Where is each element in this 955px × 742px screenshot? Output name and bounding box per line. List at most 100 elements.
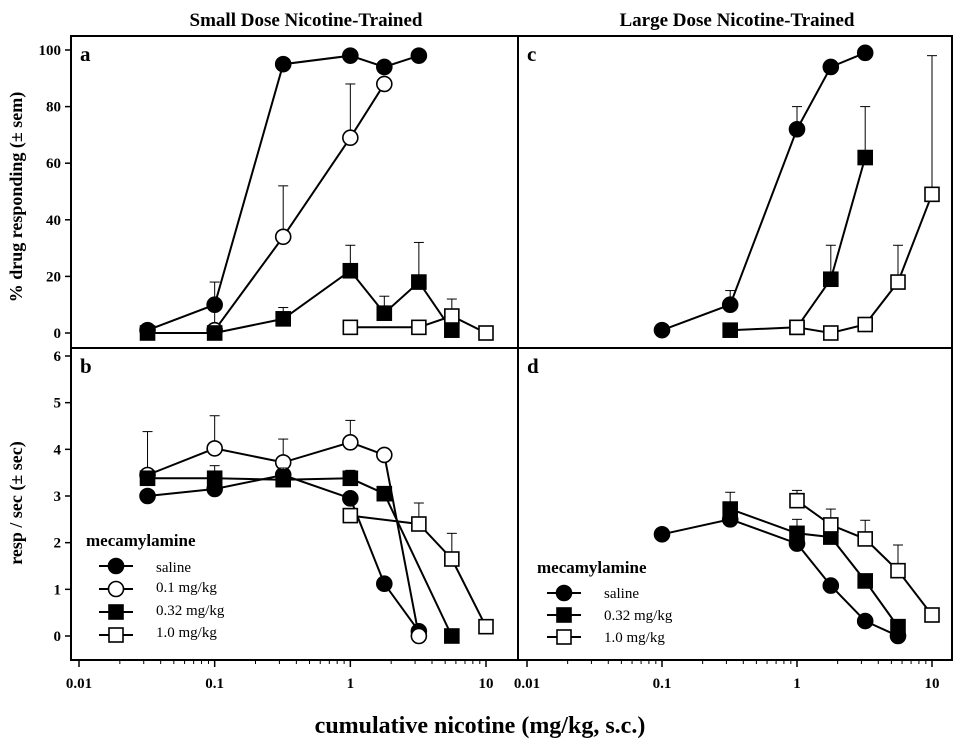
legend-left-marker-2: [108, 604, 124, 620]
x-tick-label-d-0: 0.01: [514, 676, 540, 692]
series-c-0-point: [788, 120, 806, 138]
series-b-0-point: [139, 487, 156, 505]
series-a-2: [139, 241, 460, 341]
series-c-2-line: [796, 193, 933, 335]
series-b-2-point: [206, 470, 223, 487]
y-tick-label-b-6: 6: [54, 349, 62, 365]
panel-a: a 0 20 40 60 80 100: [39, 35, 519, 349]
panel-d-frame: [517, 347, 953, 661]
series-a-1: [206, 75, 393, 339]
x-tick-label-b-2: 1: [347, 676, 355, 692]
series-a-0-point: [410, 47, 428, 64]
series-b-3-line: [350, 514, 487, 628]
panel-b-letter: b: [80, 354, 92, 378]
series-d-2-point: [857, 531, 873, 547]
series-a-2-point: [275, 311, 291, 327]
series-b-2-point: [342, 470, 359, 487]
x-axis-label: cumulative nicotine (mg/kg, s.c.): [315, 713, 646, 739]
series-c-2-point: [823, 325, 839, 341]
series-a-2-point: [444, 322, 460, 338]
series-c-1-point: [857, 149, 873, 166]
series-d-1-point: [890, 618, 906, 635]
legend-left-item-saline: saline: [156, 560, 191, 576]
legend-left-item-1-0: 1.0 mg/kg: [156, 625, 217, 641]
series-a-2-line: [147, 269, 453, 334]
series-a-2-point: [139, 325, 156, 341]
series-c-1-line: [730, 157, 867, 332]
series-a-3-point: [411, 319, 427, 336]
x-tick-label-b-3: 10: [479, 676, 494, 692]
series-a-1-point: [376, 75, 393, 93]
panel-d: d 0.01 0.1 1 10: [514, 347, 953, 692]
series-d-0-point: [822, 577, 840, 594]
series-b-0-point: [342, 490, 359, 507]
series-a-0-point: [342, 47, 359, 64]
series-a-3: [342, 298, 494, 341]
series-d-2-point: [890, 562, 906, 579]
legend-left-item-0-1: 0.1 mg/kg: [156, 580, 217, 596]
y-tick-label-b-1: 1: [54, 582, 62, 598]
series-a-0-point: [376, 58, 393, 76]
panel-a-frame: [70, 35, 519, 349]
series-c-1-point: [823, 271, 839, 288]
series-a-3-line: [350, 314, 487, 334]
series-b-1: [139, 415, 428, 645]
series-b-2-point: [275, 471, 291, 488]
column-title-right: Large Dose Nicotine-Trained: [620, 10, 855, 31]
series-a-3-point: [444, 308, 460, 324]
series-a-2-point: [206, 325, 223, 341]
series-b-2-point: [139, 470, 156, 487]
legend-right-item-saline: saline: [604, 586, 639, 602]
y-tick-label-b-5: 5: [54, 396, 62, 412]
series-b-2-line: [147, 477, 453, 637]
series-b-0: [139, 466, 428, 640]
series-d-1: [722, 491, 906, 635]
series-c-0-line: [661, 51, 866, 332]
x-tick-label-d-3: 10: [925, 676, 940, 692]
series-c-2-point: [857, 316, 873, 333]
series-b-1-point: [410, 627, 428, 645]
series-b-3-point: [478, 618, 494, 635]
series-d-2-point: [924, 607, 940, 623]
series-a-3-point: [342, 319, 359, 336]
series-b-1-line: [147, 441, 420, 637]
series-b-0-line: [147, 473, 420, 632]
y-tick-label-b-2: 2: [54, 536, 62, 552]
column-title-left: Small Dose Nicotine-Trained: [190, 10, 423, 31]
series-d-1-point: [722, 501, 738, 517]
series-c-0-point: [822, 58, 840, 76]
series-d-0-point: [856, 612, 874, 630]
y-tick-label-b-0: 0: [54, 629, 62, 645]
series-c-2: [789, 55, 940, 341]
series-a-3-point: [478, 325, 494, 341]
series-a-0-point: [274, 55, 292, 73]
series-d-2-line: [796, 499, 933, 616]
series-b-3: [342, 502, 494, 635]
series-d-1-point: [857, 573, 873, 589]
series-d-1-point: [789, 525, 805, 542]
legend-left-marker-3: [108, 627, 124, 643]
y-tick-label-a-4: 80: [46, 100, 61, 116]
series-a-2-point: [376, 305, 393, 321]
series-a-2-point: [342, 262, 359, 279]
series-c-1: [722, 106, 873, 338]
x-tick-label-b-1: 0.1: [205, 676, 224, 692]
legend-right-markers: [547, 584, 581, 645]
legend-left-marker-1: [107, 580, 125, 598]
series-b-1-point: [206, 440, 223, 457]
series-c-1-point: [722, 322, 738, 338]
legend-right-item-0-32: 0.32 mg/kg: [604, 608, 673, 624]
panel-a-letter: a: [80, 42, 91, 66]
x-tick-label-b-0: 0.01: [66, 676, 92, 692]
series-b-0-point: [376, 575, 393, 593]
panel-c-letter: c: [527, 42, 536, 66]
panels-group: a 0 20 40 60 80 100 c b 0 1 2 3 4 5 6 0.01 0.1 1 10 d 0.01 0.1…: [39, 35, 953, 692]
series-d-2: [789, 489, 940, 623]
x-tick-label-d-1: 0.1: [653, 676, 672, 692]
legend-right-title: mecamylamine: [537, 558, 647, 577]
y-tick-label-a-1: 20: [46, 269, 61, 285]
legend-left-markers: [99, 557, 133, 643]
series-c-0-point: [856, 44, 874, 62]
panel-d-letter: d: [527, 354, 539, 378]
series-d-2-point: [789, 492, 805, 509]
